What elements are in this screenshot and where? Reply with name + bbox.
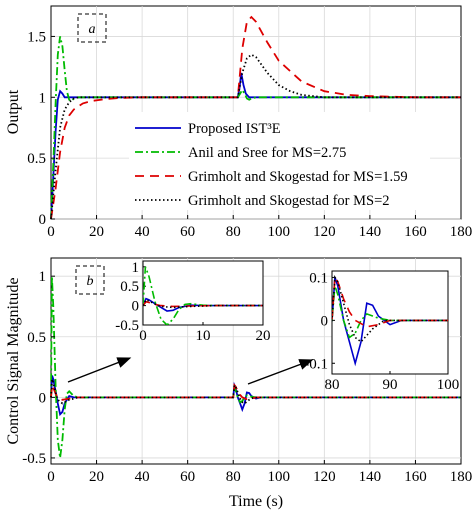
inset-2-ytick-label: 0.1 <box>309 270 328 286</box>
output-ytick-label: 1.5 <box>27 29 46 45</box>
legend-label-2: Anil and Sree for MS=2.75 <box>188 145 346 161</box>
output-xtick-label: 60 <box>180 224 195 240</box>
output-ytick-label: 0.5 <box>27 151 46 167</box>
inset-2-xtick-label: 90 <box>383 377 398 393</box>
output-xtick-label: 0 <box>47 224 55 240</box>
control-xtick-label: 160 <box>404 469 427 485</box>
output-ticks: 0 20 40 60 80 100 120 140 160 180 0 0.5 1 1.5 <box>27 29 472 240</box>
inset-1-series-2 <box>143 266 263 325</box>
control-xtick-label: 80 <box>226 469 241 485</box>
output-xtick-label: 180 <box>450 224 473 240</box>
output-xtick-label: 140 <box>359 224 382 240</box>
panel-a-tag: a <box>89 22 96 37</box>
legend-label-1: Proposed IST³E <box>188 121 281 137</box>
panel-a-tag-box <box>77 13 107 43</box>
inset-1-ytick-label: 1 <box>132 260 140 276</box>
control-ytick-label: 0 <box>39 390 47 406</box>
output-series-2 <box>50 36 461 220</box>
control-xtick-label: 140 <box>359 469 382 485</box>
control-xtick-label: 20 <box>89 469 104 485</box>
output-y-axis-label: Output <box>5 89 22 134</box>
output-xtick-label: 120 <box>313 224 336 240</box>
legend-label-4: Grimholt and Skogestad for MS=2 <box>188 193 390 209</box>
control-xtick-label: 40 <box>135 469 150 485</box>
control-series <box>50 276 461 459</box>
output-xtick-label: 40 <box>135 224 150 240</box>
inset-2-frame <box>331 270 449 375</box>
inset-2-series-4 <box>332 275 448 343</box>
output-xtick-label: 160 <box>404 224 427 240</box>
control-ytick-label: -0.5 <box>22 451 46 467</box>
inset-1-xtick-label: 20 <box>256 328 271 344</box>
control-ticks: 0 20 40 60 80 100 120 140 160 180-0.500.51 <box>22 269 472 485</box>
panel-b-tag: b <box>87 274 94 289</box>
output-panel: 0 20 40 60 80 100 120 140 160 180 0 0.5 1 1.5 a Outpu… <box>5 5 472 240</box>
inset-1-ytick-label: 0.5 <box>120 279 139 295</box>
output-xtick-label: 80 <box>226 224 241 240</box>
inset-2-xtick-label: 100 <box>437 377 460 393</box>
inset-arrow-1 <box>67 357 132 383</box>
legend-label-3: Grimholt and Skogestad for MS=1.59 <box>188 169 408 185</box>
output-xtick-label: 20 <box>89 224 104 240</box>
control-series-4 <box>50 378 461 405</box>
control-ytick-label: 0.5 <box>27 330 46 346</box>
inset-1-xtick-label: 0 <box>139 328 147 344</box>
control-xtick-label: 180 <box>450 469 473 485</box>
inset-1-series-4 <box>143 298 263 309</box>
inset-1-ytick-label: 0 <box>132 299 140 315</box>
control-xtick-label: 120 <box>313 469 336 485</box>
inset-1-xtick-label: 10 <box>196 328 211 344</box>
control-y-axis-label: Control Signal Magnitude <box>5 277 22 444</box>
inset-1-ytick-label: -0.5 <box>115 318 139 334</box>
inset-2-series-1 <box>332 277 448 367</box>
inset-2-ytick-label: -0.1 <box>304 356 328 372</box>
x-axis-label: Time (s) <box>229 493 283 510</box>
inset-2-series-3 <box>332 275 448 328</box>
control-xtick-label: 0 <box>47 469 55 485</box>
panel-b-tag-box <box>75 265 105 295</box>
inset-2-ytick-label: 0 <box>321 313 329 329</box>
legend: Proposed IST³E Anil and Sree for MS=2.75 G… <box>129 112 430 210</box>
output-series-3 <box>50 15 461 220</box>
inset-startup: 0 10 20-0.500.51 <box>115 260 271 344</box>
output-ytick-label: 0 <box>39 212 47 228</box>
zoom-arrows <box>67 357 314 385</box>
output-xtick-label: 100 <box>268 224 291 240</box>
inset-2-xtick-label: 80 <box>325 377 340 393</box>
output-ytick-label: 1 <box>39 90 47 106</box>
inset-1-series-1 <box>143 297 263 312</box>
control-xtick-label: 60 <box>180 469 195 485</box>
inset-arrow-2 <box>247 359 314 385</box>
control-ytick-label: 1 <box>39 269 47 285</box>
output-series <box>50 15 461 220</box>
inset-1-frame <box>142 260 264 326</box>
control-xtick-label: 100 <box>268 469 291 485</box>
